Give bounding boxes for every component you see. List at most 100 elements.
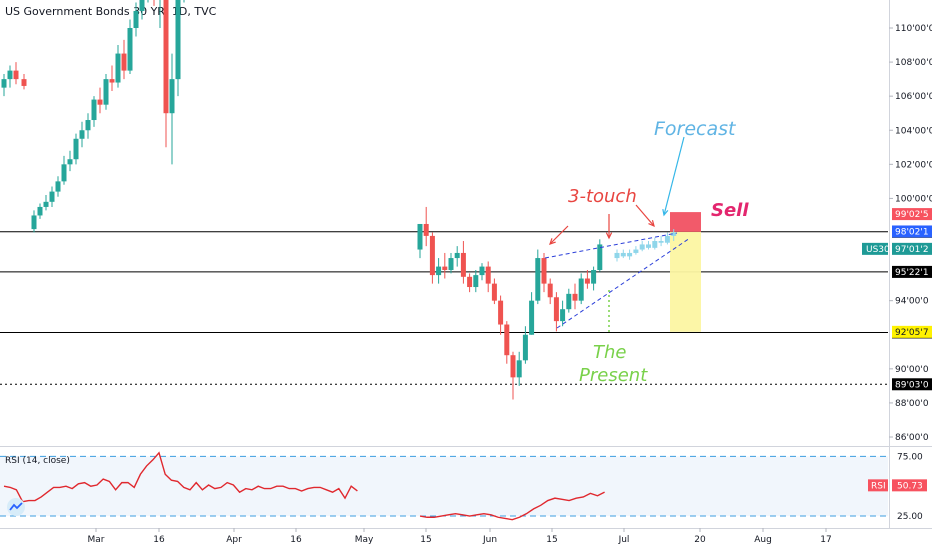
forecast-candle-6 <box>652 237 658 250</box>
candle-body <box>97 99 103 105</box>
price-tick-1: 108'00'0 <box>895 58 932 68</box>
candle-body <box>73 138 79 160</box>
touch-arrow-3 <box>635 204 655 228</box>
touch-arrow-2 <box>605 214 613 240</box>
candle-45 <box>510 351 516 400</box>
time-tick-8: Jul <box>618 535 630 545</box>
candle-39 <box>473 269 479 293</box>
candle-7 <box>49 186 55 207</box>
candle-30 <box>417 223 423 259</box>
time-tick-11: 17 <box>820 535 831 545</box>
candle-body <box>584 278 590 284</box>
candle-body <box>175 0 181 80</box>
candle-body <box>7 70 13 80</box>
price-tick-6: 94'00'0 <box>895 297 929 307</box>
candle-body <box>467 276 473 288</box>
forecast-candle-9 <box>671 229 677 242</box>
rsi-tick-0: 75.00 <box>897 452 923 462</box>
forecast-arrow <box>662 136 685 217</box>
candle-body <box>572 293 578 301</box>
candle-13 <box>85 113 91 139</box>
target-zone <box>670 231 701 332</box>
time-tick-4: May <box>355 535 374 545</box>
candle-4 <box>31 210 37 233</box>
candle-body <box>21 79 27 86</box>
candle-body <box>566 293 572 310</box>
candle-body <box>491 283 497 301</box>
candle-body <box>91 99 97 121</box>
candle-body <box>442 266 448 270</box>
candle-3 <box>21 74 27 90</box>
time-tick-1: 16 <box>153 535 165 545</box>
candle-2 <box>13 62 19 85</box>
candle-body <box>510 355 516 378</box>
price-label-1: 98'02'1 <box>895 227 929 237</box>
candle-body <box>485 266 491 284</box>
candle-55 <box>572 283 578 310</box>
candle-body <box>479 266 485 276</box>
candle-47 <box>522 326 528 364</box>
candle-body <box>423 223 429 236</box>
candle-17 <box>109 65 115 92</box>
time-tick-5: 15 <box>420 535 431 545</box>
forecast-label: Forecast <box>654 118 737 140</box>
arrow-shaft <box>635 204 655 227</box>
candle-body <box>133 10 139 29</box>
time-tick-3: 16 <box>290 535 302 545</box>
price-tick-4: 102'00'0 <box>895 160 932 170</box>
candle-34 <box>442 252 448 279</box>
candle-21 <box>133 2 139 37</box>
candle-body <box>522 334 528 361</box>
candle-0 <box>1 74 7 97</box>
three-touch-label: 3-touch <box>568 186 637 207</box>
candle-body <box>498 300 504 325</box>
candle-body <box>43 201 49 207</box>
rsi-title: RSI (14, close) <box>5 456 70 466</box>
candle-5 <box>37 203 43 219</box>
candle-body <box>109 79 115 83</box>
candle-40 <box>479 263 485 281</box>
candle-8 <box>55 176 61 197</box>
candle-57 <box>584 269 590 289</box>
forecast-candle-8 <box>664 232 670 245</box>
rsi-value: 50.73 <box>897 481 923 491</box>
candle-29 <box>183 0 185 3</box>
candle-53 <box>560 300 566 327</box>
candle-body <box>529 300 535 335</box>
time-tick-2: Apr <box>226 535 242 545</box>
candle-1 <box>7 65 13 88</box>
candle-56 <box>578 273 584 305</box>
candle-25 <box>159 0 161 28</box>
candle-36 <box>454 246 460 267</box>
candle-body <box>535 258 541 301</box>
candle-body <box>553 297 559 322</box>
forecast-candle-5 <box>646 241 651 250</box>
price-label-bg-2 <box>892 242 932 255</box>
candle-body <box>31 215 37 230</box>
forecast-candle-1 <box>620 249 626 259</box>
arrow-head <box>648 220 655 228</box>
candle-23 <box>147 0 149 3</box>
candle-body <box>658 241 664 243</box>
rsi-value-bg <box>892 479 927 492</box>
price-tick-9: 86'00'0 <box>895 433 929 443</box>
price-tick-7: 90'00'0 <box>895 365 929 375</box>
price-tick-5: 100'00'0 <box>895 194 932 204</box>
candle-body <box>516 360 522 378</box>
candle-body <box>646 244 651 248</box>
candle-body <box>664 235 670 243</box>
candle-body <box>671 232 677 236</box>
candle-14 <box>91 96 97 127</box>
candle-body <box>103 79 109 105</box>
candle-6 <box>43 195 49 211</box>
candle-body <box>473 275 479 288</box>
price-label-3: 92'05'7 <box>895 328 929 338</box>
price-tick-0: 110'00'0 <box>895 24 932 34</box>
candle-body <box>560 309 566 322</box>
candle-58 <box>591 266 597 291</box>
candle-body <box>547 283 553 298</box>
rsi-tick-1: 25.00 <box>897 512 923 522</box>
sell-label: Sell <box>711 200 749 221</box>
time-tick-9: 20 <box>694 535 706 545</box>
